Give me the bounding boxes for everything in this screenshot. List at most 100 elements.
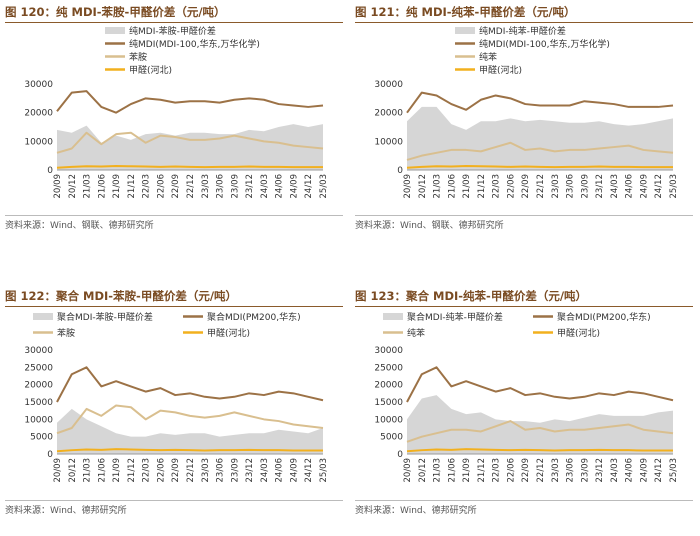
- chart-panel-122: 图 122：聚合 MDI-苯胺-甲醛价差（元/吨） 聚合MDI-苯胺-甲醛价差聚…: [5, 286, 345, 536]
- legend-label: 聚合MDI-苯胺-甲醛价差: [57, 311, 153, 323]
- y-tick-label: 0: [47, 450, 53, 460]
- series-line: [56, 131, 324, 154]
- x-tick-label: 23/12: [245, 174, 255, 199]
- x-tick-label: 23/03: [201, 458, 211, 483]
- legend-label: 聚合MDI-纯苯-甲醛价差: [407, 311, 503, 323]
- x-tick-label: 24/06: [275, 458, 285, 483]
- x-tick-label: 24/12: [654, 458, 664, 483]
- x-tick-label: 20/09: [403, 458, 413, 483]
- x-tick-label: 21/03: [433, 458, 443, 483]
- x-tick-label: 23/06: [566, 458, 576, 483]
- legend-label: 纯苯: [407, 327, 425, 339]
- x-tick-label: 22/06: [506, 174, 516, 199]
- legend-label: 甲醛(河北): [207, 327, 250, 339]
- x-tick-label: 24/03: [610, 458, 620, 483]
- x-tick-label: 24/03: [260, 174, 270, 199]
- series-line: [56, 404, 324, 435]
- x-tick-label: 20/09: [53, 458, 63, 483]
- x-tick-label: 25/03: [669, 458, 679, 483]
- x-tick-label: 20/12: [68, 174, 78, 199]
- y-tick-label: 20000: [24, 109, 53, 119]
- y-tick-label: 15000: [374, 398, 403, 408]
- x-tick-label: 22/09: [171, 174, 181, 199]
- x-tick-label: 22/09: [171, 458, 181, 483]
- series-line: [56, 366, 324, 403]
- x-tick-label: 23/09: [580, 458, 590, 483]
- y-tick-label: 25000: [24, 363, 53, 373]
- x-tick-label: 21/03: [433, 174, 443, 199]
- y-tick-label: 10000: [24, 415, 53, 425]
- x-tick-label: 20/12: [418, 174, 428, 199]
- legend-label: 苯胺: [57, 327, 75, 339]
- x-tick-label: 23/09: [580, 174, 590, 199]
- legend-label: 纯MDI(MDI-100,华东,万华化学): [129, 38, 260, 50]
- x-tick-label: 24/03: [260, 458, 270, 483]
- y-tick-label: 20000: [24, 381, 53, 391]
- x-tick-label: 23/12: [595, 174, 605, 199]
- chart-123: 聚合MDI-纯苯-甲醛价差 聚合MDI(PM200,华东) 纯苯 甲醛(河北) 0 500…: [374, 311, 679, 483]
- y-tick-label: 0: [397, 450, 403, 460]
- series-line: [406, 366, 674, 403]
- x-tick-label: 23/03: [551, 458, 561, 483]
- x-tick-label: 24/03: [610, 174, 620, 199]
- y-tick-label: 10000: [374, 137, 403, 147]
- x-tick-label: 21/03: [83, 458, 93, 483]
- x-tick-label: 20/12: [68, 458, 78, 483]
- chart-panel-123: 图 123：聚合 MDI-纯苯-甲醛价差（元/吨） 聚合MDI-纯苯-甲醛价差聚…: [355, 286, 695, 536]
- x-tick-label: 25/03: [319, 458, 329, 483]
- chart-panel-120: 图 120：纯 MDI-苯胺-甲醛价差（元/吨） 纯MDI-苯胺-甲醛价差 纯MD…: [5, 2, 345, 252]
- series-line: [56, 90, 324, 114]
- series-line: [406, 141, 674, 161]
- x-tick-label: 20/12: [418, 458, 428, 483]
- x-tick-label: 22/12: [186, 174, 196, 199]
- series-line: [406, 164, 673, 169]
- x-tick-label: 23/12: [595, 458, 605, 483]
- x-tick-label: 21/06: [97, 174, 107, 199]
- chart-122: 聚合MDI-苯胺-甲醛价差 聚合MDI(PM200,华东) 苯胺 甲醛(河北) 0 500…: [24, 311, 329, 483]
- source-note: 资料来源：Wind、德邦研究所: [5, 500, 343, 517]
- x-tick-label: 22/03: [142, 458, 152, 483]
- x-tick-label: 24/12: [304, 458, 314, 483]
- y-tick-label: 0: [47, 166, 53, 176]
- x-tick-label: 22/03: [142, 174, 152, 199]
- chart-title: 图 122：聚合 MDI-苯胺-甲醛价差（元/吨）: [5, 286, 343, 307]
- y-tick-label: 20000: [374, 109, 403, 119]
- legend-label: 纯MDI(MDI-100,华东,万华化学): [479, 38, 610, 50]
- chart-legend: 聚合MDI-纯苯-甲醛价差 聚合MDI(PM200,华东) 纯苯 甲醛(河北): [383, 311, 651, 339]
- x-tick-label: 22/06: [506, 458, 516, 483]
- y-tick-label: 30000: [374, 346, 403, 356]
- x-tick-label: 21/09: [462, 174, 472, 199]
- x-tick-label: 24/09: [289, 174, 299, 199]
- y-tick-label: 25000: [374, 363, 403, 373]
- x-tick-label: 21/12: [127, 458, 137, 483]
- x-tick-label: 23/09: [230, 174, 240, 199]
- x-tick-label: 24/09: [289, 458, 299, 483]
- source-note: 资料来源：Wind、钢联、德邦研究所: [355, 215, 693, 232]
- chart-title: 图 123：聚合 MDI-纯苯-甲醛价差（元/吨）: [355, 286, 693, 307]
- series-line: [406, 91, 674, 114]
- legend-swatch: [383, 313, 403, 320]
- x-tick-label: 23/03: [201, 174, 211, 199]
- legend-label: 纯MDI-纯苯-甲醛价差: [479, 25, 566, 37]
- source-note: 资料来源：Wind、钢联、德邦研究所: [5, 215, 343, 232]
- y-tick-label: 30000: [374, 80, 403, 90]
- source-note: 资料来源：Wind、德邦研究所: [355, 500, 693, 517]
- legend-label: 甲醛(河北): [129, 64, 172, 76]
- chart-legend: 聚合MDI-苯胺-甲醛价差 聚合MDI(PM200,华东) 苯胺 甲醛(河北): [33, 311, 301, 339]
- x-tick-label: 21/09: [112, 174, 122, 199]
- series-area-spread: [57, 408, 323, 454]
- x-tick-label: 23/03: [551, 174, 561, 199]
- chart-121: 纯MDI-纯苯-甲醛价差纯MDI(MDI-100,华东,万华化学)纯苯甲醛(河北…: [374, 25, 679, 199]
- x-tick-label: 21/09: [462, 458, 472, 483]
- legend-swatch: [455, 27, 475, 34]
- x-tick-label: 22/06: [156, 458, 166, 483]
- series-line: [56, 448, 323, 453]
- y-tick-label: 20000: [374, 381, 403, 391]
- x-tick-label: 23/06: [216, 174, 226, 199]
- x-tick-label: 21/06: [447, 174, 457, 199]
- legend-label: 苯胺: [129, 51, 147, 63]
- x-tick-label: 23/06: [216, 458, 226, 483]
- x-tick-label: 24/09: [639, 174, 649, 199]
- series-area-spread: [407, 106, 673, 170]
- x-tick-label: 22/12: [186, 458, 196, 483]
